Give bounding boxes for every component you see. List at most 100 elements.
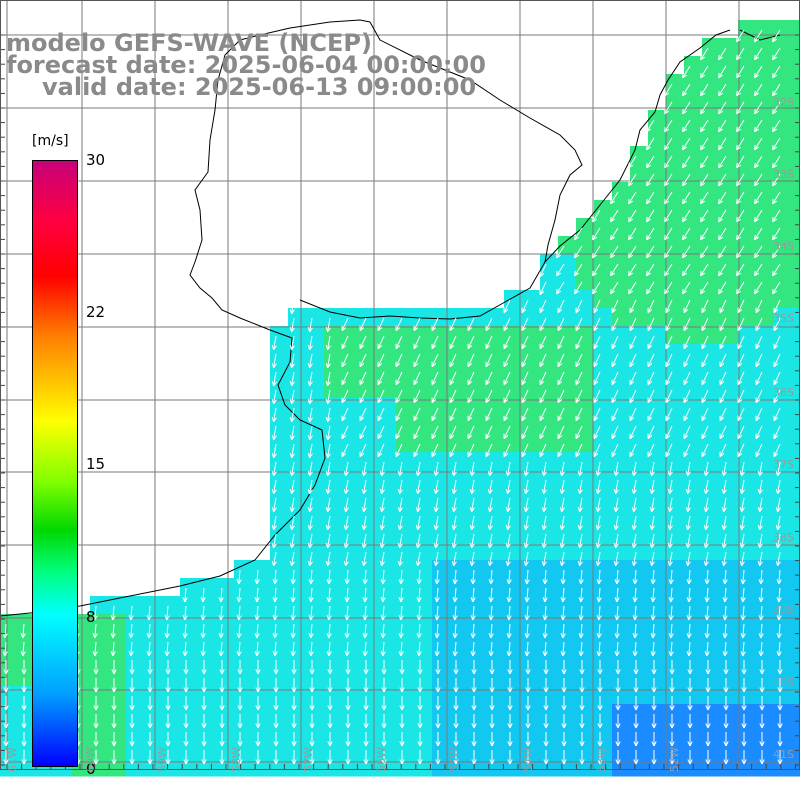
wind-speed-cell [198, 596, 217, 615]
wind-arrow [665, 299, 673, 314]
wind-arrow [705, 750, 711, 765]
wind-speed-cell [450, 614, 469, 633]
wind-arrow [255, 660, 261, 675]
wind-arrow [93, 660, 99, 675]
wind-speed-cell [576, 578, 595, 597]
wind-arrow [254, 605, 260, 621]
wind-arrow [739, 551, 745, 567]
wind-arrow [362, 587, 368, 603]
wind-speed-cell [612, 704, 631, 723]
wind-speed-cell [774, 254, 793, 273]
wind-arrow [506, 605, 512, 621]
wind-arrow [596, 605, 602, 621]
wind-arrow [343, 515, 349, 531]
wind-speed-cell [630, 182, 649, 201]
wind-arrow [505, 515, 511, 531]
wind-speed-cell [486, 668, 505, 687]
wind-arrow [700, 209, 709, 223]
wind-arrow [487, 533, 493, 549]
wind-arrow [272, 641, 278, 657]
wind-arrow [593, 335, 601, 350]
wind-arrow [561, 660, 567, 675]
wind-arrow [379, 515, 385, 531]
wind-arrow [579, 714, 585, 729]
wind-speed-cell [396, 596, 415, 615]
wind-speed-cell [468, 614, 487, 633]
wind-speed-cell [792, 614, 800, 633]
lon-label: 56W [375, 747, 388, 772]
wind-arrow [397, 551, 403, 567]
wind-arrow [574, 227, 583, 241]
wind-arrow [667, 533, 673, 549]
wind-arrow [705, 732, 711, 747]
wind-arrow [362, 605, 368, 621]
wind-arrow [718, 119, 727, 133]
wind-arrow [271, 353, 277, 369]
wind-arrow [776, 641, 782, 657]
wind-arrow [291, 750, 297, 765]
wind-speed-cell [738, 290, 757, 309]
wind-arrow [449, 389, 457, 404]
wind-arrow [361, 551, 367, 567]
wind-arrow [773, 353, 781, 368]
wind-arrow [776, 587, 782, 603]
wind-speed-cell [648, 164, 667, 183]
wind-speed-cell [666, 596, 685, 615]
wind-arrow [344, 569, 350, 585]
wind-arrow [541, 515, 547, 531]
wind-arrow [646, 263, 655, 277]
wind-speed-cell [342, 578, 361, 597]
wind-speed-cell [342, 632, 361, 651]
lat-label: 33S [773, 168, 794, 181]
wind-arrow [718, 83, 727, 97]
wind-arrow [718, 281, 727, 295]
wind-arrow [631, 461, 637, 477]
wind-speed-cell [288, 668, 307, 687]
wind-speed-cell [666, 668, 685, 687]
wind-arrow [377, 353, 385, 368]
wind-arrow [597, 732, 603, 747]
wind-arrow [632, 623, 638, 639]
coastline [0, 19, 371, 617]
wind-arrow [341, 353, 349, 368]
wind-speed-cell [540, 758, 559, 777]
wind-speed-cell [576, 704, 595, 723]
wind-speed-cell [180, 704, 199, 723]
wind-arrow [683, 371, 691, 386]
wind-speed-cell [162, 632, 181, 651]
wind-speed-cell [252, 632, 271, 651]
wind-arrow [362, 569, 368, 585]
wind-speed-cell [630, 686, 649, 705]
wind-arrow [273, 660, 279, 675]
wind-arrow [719, 443, 727, 458]
wind-speed-cell [126, 758, 145, 777]
wind-arrow [325, 371, 331, 387]
wind-arrow [467, 353, 475, 368]
wind-speed-cell [774, 146, 793, 165]
wind-arrow [219, 714, 225, 729]
wind-arrow [736, 47, 745, 61]
wind-arrow [255, 714, 261, 729]
wind-speed-cell [432, 632, 451, 651]
wind-arrow [435, 696, 441, 711]
valid-date: valid date: 2025-06-13 09:00:00 [42, 73, 477, 101]
wind-arrow [434, 587, 440, 603]
wind-arrow [614, 623, 620, 639]
wind-arrow [539, 299, 547, 314]
lon-label: 58W [230, 747, 243, 772]
wind-arrow [417, 714, 423, 729]
wind-speed-cell [738, 632, 757, 651]
wind-arrow [307, 389, 313, 405]
wind-arrow [647, 353, 655, 368]
wind-arrow [597, 696, 603, 711]
wind-arrow [307, 497, 313, 513]
wind-arrow [111, 678, 117, 693]
wind-speed-cell [738, 596, 757, 615]
wind-arrow [489, 714, 495, 729]
wind-arrow [3, 660, 9, 675]
wind-arrow [628, 227, 637, 241]
wind-speed-cell [756, 254, 775, 273]
wind-arrow [255, 696, 261, 711]
coastline-layer [0, 19, 781, 617]
